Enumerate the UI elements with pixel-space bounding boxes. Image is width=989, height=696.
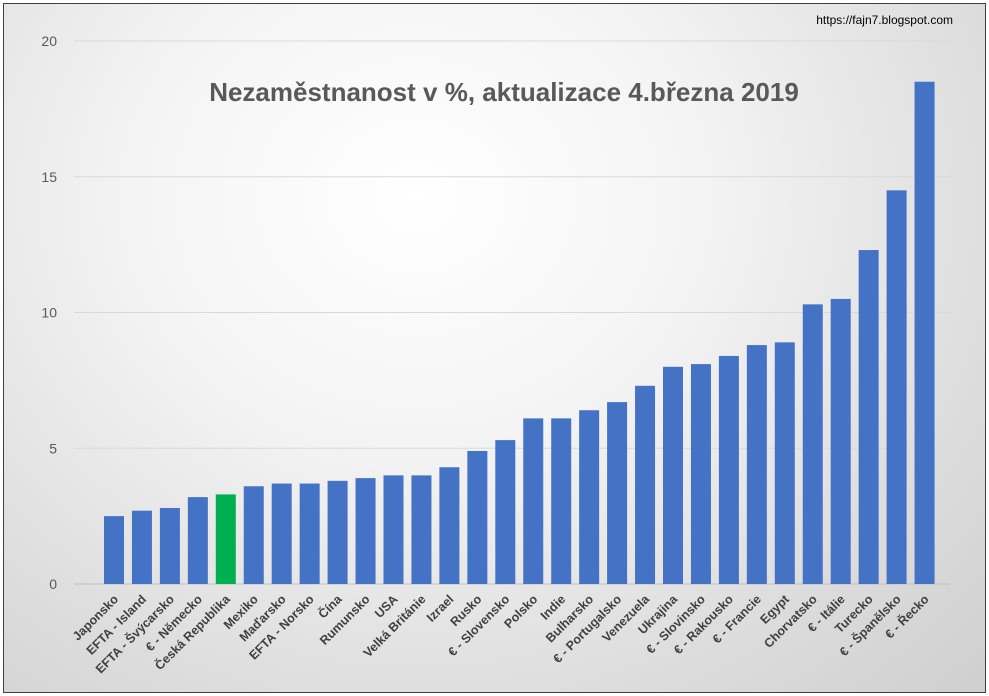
bar-29 [886,190,907,584]
bar-11 [383,475,404,584]
chart-title: Nezaměstnanost v %, aktualizace 4.března… [209,77,799,107]
bar-25 [774,342,795,584]
y-tick-label: 10 [41,305,57,321]
bar-15 [495,440,516,584]
bar-9 [327,480,348,584]
bar-5 [215,494,236,584]
bar-16 [523,418,544,584]
chart-frame: https://fajn7.blogspot.com 0 5 10 15 20 Japo… [3,3,986,693]
bar-8 [299,483,320,584]
bar-24 [746,345,767,584]
bar-19 [607,402,628,584]
bar-22 [690,364,711,584]
y-tick-label: 15 [41,169,57,185]
bar-18 [579,410,600,584]
bar-20 [635,385,656,584]
bar-6 [243,486,264,584]
y-tick-label: 5 [49,440,57,456]
bar-26 [802,304,823,584]
bar-10 [355,478,376,584]
source-url: https://fajn7.blogspot.com [816,13,953,27]
bar-2 [131,510,152,584]
bar-1 [104,516,124,584]
bar-27 [830,298,851,584]
bars [104,81,935,584]
bar-3 [159,507,180,584]
bar-13 [439,467,460,584]
bar-28 [858,250,879,584]
y-axis-ticks: 0 5 10 15 20 [41,33,57,592]
bar-4 [187,497,208,584]
y-tick-label: 20 [41,33,57,49]
bar-12 [411,475,432,584]
bar-7 [271,483,292,584]
bar-21 [663,366,683,584]
bar-23 [718,355,739,584]
y-tick-label: 0 [49,576,57,592]
bar-14 [467,450,488,584]
bar-17 [551,418,572,584]
bar-30 [914,81,935,584]
